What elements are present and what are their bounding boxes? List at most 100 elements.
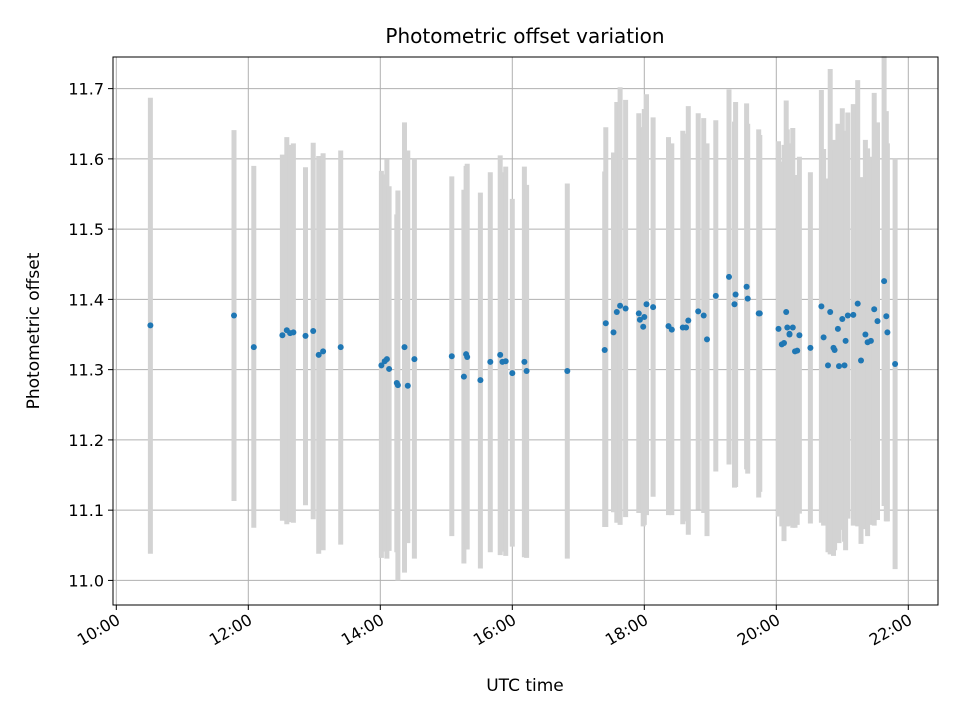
- y-tick-label: 11.3: [68, 361, 104, 380]
- data-point: [464, 353, 471, 360]
- data-point: [641, 313, 648, 320]
- data-point: [744, 295, 751, 302]
- data-point: [784, 324, 791, 331]
- data-point: [874, 318, 881, 325]
- data-point: [401, 344, 408, 351]
- data-point: [302, 332, 309, 339]
- data-point: [704, 336, 710, 343]
- data-point: [602, 320, 609, 327]
- data-point: [712, 292, 719, 299]
- data-point: [789, 324, 796, 331]
- y-tick-label: 11.4: [68, 290, 104, 309]
- data-point: [756, 310, 763, 317]
- data-point: [836, 363, 842, 370]
- data-point: [786, 330, 793, 337]
- data-point: [827, 309, 834, 316]
- data-point: [477, 377, 484, 384]
- data-point: [841, 362, 848, 369]
- data-point: [147, 322, 154, 329]
- y-tick-label: 11.2: [68, 431, 104, 450]
- data-point: [883, 313, 890, 320]
- data-point: [820, 334, 827, 341]
- data-point: [383, 356, 390, 363]
- data-point: [386, 365, 393, 372]
- data-point: [743, 283, 750, 290]
- data-point: [732, 291, 739, 298]
- data-point: [867, 337, 874, 344]
- data-point: [636, 316, 643, 323]
- data-point: [825, 362, 831, 369]
- data-point: [726, 273, 732, 280]
- data-point: [337, 344, 344, 351]
- data-point: [794, 347, 801, 354]
- data-point: [685, 317, 692, 324]
- x-axis-label: UTC time: [486, 676, 564, 696]
- x-tick-label: 14:00: [338, 610, 387, 650]
- data-point: [818, 303, 825, 310]
- data-point: [411, 356, 418, 363]
- x-tick-label: 12:00: [206, 610, 255, 650]
- x-axis-ticks: 10:00 12:00 14:00 16:00 18:00 20:00 22:00: [74, 605, 915, 650]
- data-point: [487, 358, 494, 365]
- data-point: [497, 351, 504, 358]
- data-point: [884, 329, 891, 336]
- data-points: [147, 273, 899, 389]
- data-point: [320, 348, 327, 355]
- data-point: [250, 344, 257, 351]
- data-point: [844, 312, 851, 319]
- data-point: [610, 329, 617, 336]
- data-point: [807, 344, 814, 351]
- data-point: [695, 308, 702, 315]
- data-point: [643, 301, 650, 308]
- data-point: [617, 302, 624, 309]
- data-point: [448, 353, 455, 360]
- data-point: [871, 306, 878, 313]
- data-point: [854, 300, 861, 307]
- data-point: [290, 329, 297, 336]
- data-point: [683, 324, 690, 331]
- data-point: [700, 312, 707, 319]
- data-point: [796, 332, 803, 339]
- data-point: [842, 337, 849, 344]
- data-point: [781, 339, 787, 346]
- data-point: [394, 382, 401, 389]
- data-point: [523, 368, 530, 375]
- data-point: [668, 326, 675, 333]
- data-point: [521, 358, 528, 365]
- y-tick-label: 11.7: [68, 80, 104, 99]
- data-point: [601, 346, 608, 353]
- data-point: [404, 382, 411, 389]
- data-point: [850, 311, 857, 318]
- data-point: [775, 325, 782, 332]
- y-tick-label: 11.6: [68, 150, 104, 169]
- data-point: [862, 331, 869, 338]
- chart-title: Photometric offset variation: [385, 24, 664, 48]
- x-tick-label: 10:00: [74, 610, 123, 650]
- data-point: [622, 305, 629, 312]
- data-point: [881, 278, 888, 285]
- data-point: [564, 368, 571, 375]
- y-tick-label: 11.0: [68, 571, 104, 590]
- data-point: [640, 323, 647, 330]
- data-point: [731, 301, 738, 308]
- data-point: [858, 357, 864, 364]
- error-bars: [147, 56, 898, 581]
- data-point: [502, 358, 509, 365]
- data-point: [378, 362, 385, 369]
- data-point: [279, 332, 286, 339]
- data-point: [315, 351, 322, 358]
- plot-frame: [112, 56, 939, 606]
- data-point: [231, 312, 237, 319]
- x-tick-label: 18:00: [602, 610, 651, 650]
- data-point: [783, 309, 790, 316]
- data-point: [650, 304, 657, 311]
- x-tick-label: 16:00: [470, 610, 519, 650]
- data-point: [834, 325, 841, 332]
- y-axis-label: Photometric offset: [24, 252, 44, 409]
- y-tick-label: 11.1: [68, 501, 104, 520]
- data-point: [892, 361, 899, 368]
- data-point: [613, 309, 620, 316]
- y-axis-ticks: 11.0 11.1 11.2 11.3 11.4 11.5 11.6 11.7: [68, 80, 113, 590]
- data-point: [839, 316, 846, 323]
